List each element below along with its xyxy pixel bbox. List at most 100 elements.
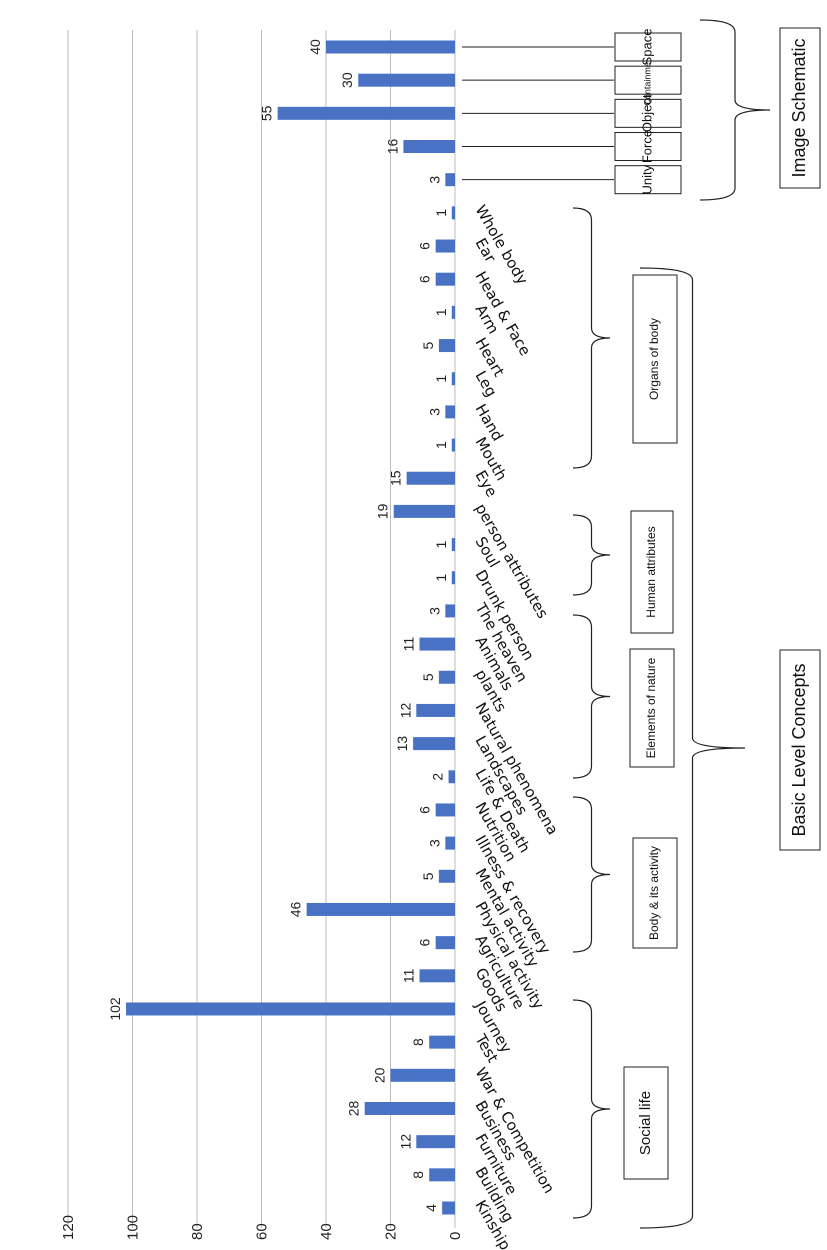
bar-6 bbox=[126, 1002, 456, 1016]
data-label-27: 1 bbox=[433, 308, 449, 316]
group-brace-0 bbox=[572, 999, 611, 1219]
group-4-label: Organs of body bbox=[647, 318, 661, 400]
group-2-box bbox=[629, 648, 675, 768]
bar-27 bbox=[451, 305, 455, 319]
group-1-box bbox=[632, 837, 678, 949]
bar-5 bbox=[429, 1035, 455, 1049]
data-label-30: 1 bbox=[433, 209, 449, 217]
data-labels: 4812282081021164653621312511311191513151… bbox=[107, 39, 449, 1212]
data-label-17: 11 bbox=[401, 637, 417, 652]
data-label-21: 19 bbox=[375, 503, 391, 519]
data-label-3: 28 bbox=[346, 1100, 362, 1116]
tick-label-0: 0 bbox=[447, 1232, 464, 1240]
group-brace-2 bbox=[572, 614, 611, 779]
bar-18 bbox=[445, 604, 455, 618]
bar-21 bbox=[393, 504, 455, 518]
bar-28 bbox=[435, 272, 455, 286]
bar-9 bbox=[306, 902, 455, 916]
schema-1-label: Force bbox=[639, 130, 654, 163]
schema-4-label: Space bbox=[639, 29, 654, 66]
bar-4 bbox=[390, 1068, 455, 1082]
super-group-image-schematic-label: Image Schematic bbox=[789, 38, 809, 177]
bar-20 bbox=[451, 538, 455, 552]
schema-2-label: Object bbox=[639, 94, 654, 132]
bar-24 bbox=[445, 405, 455, 419]
data-label-0: 4 bbox=[423, 1204, 439, 1212]
data-label-10: 5 bbox=[420, 872, 436, 880]
data-label-13: 2 bbox=[430, 773, 446, 781]
data-label-5: 8 bbox=[410, 1038, 426, 1046]
bar-8 bbox=[435, 936, 455, 950]
bar-7 bbox=[419, 969, 455, 983]
schema-0-box bbox=[614, 165, 682, 195]
data-label-22: 15 bbox=[388, 470, 404, 486]
group-brace-3 bbox=[572, 514, 611, 596]
data-label-2: 12 bbox=[397, 1134, 413, 1150]
bar-35 bbox=[326, 40, 455, 54]
data-label-8: 6 bbox=[417, 939, 433, 947]
bar-15 bbox=[416, 703, 455, 717]
schema-2-box bbox=[614, 98, 682, 128]
bar-23 bbox=[451, 438, 455, 452]
bar-16 bbox=[438, 670, 455, 684]
data-label-14: 13 bbox=[394, 736, 410, 752]
value-axis-ticks: 0 20 40 60 80 100 120 bbox=[60, 1215, 464, 1240]
data-label-19: 1 bbox=[433, 574, 449, 582]
bar-33 bbox=[277, 106, 455, 120]
group-0-label: Social life bbox=[637, 1091, 654, 1155]
group-brace-1 bbox=[572, 796, 611, 953]
tick-label-120: 120 bbox=[60, 1215, 77, 1240]
group-2-label: Elements of nature bbox=[644, 657, 658, 758]
data-label-16: 5 bbox=[420, 673, 436, 681]
gridlines bbox=[67, 30, 456, 1228]
data-label-24: 3 bbox=[426, 408, 442, 416]
tick-label-20: 20 bbox=[383, 1223, 400, 1240]
data-label-28: 6 bbox=[417, 275, 433, 283]
data-label-29: 6 bbox=[417, 242, 433, 250]
data-label-25: 1 bbox=[433, 375, 449, 383]
data-label-1: 8 bbox=[410, 1171, 426, 1179]
group-4-box bbox=[632, 274, 678, 444]
bars bbox=[126, 40, 456, 1215]
bar-29 bbox=[435, 239, 455, 253]
data-label-33: 55 bbox=[259, 105, 275, 121]
data-label-34: 30 bbox=[339, 72, 355, 88]
bar-30 bbox=[451, 206, 455, 220]
data-label-32: 16 bbox=[384, 139, 400, 155]
bar-17 bbox=[419, 637, 455, 651]
bar-2 bbox=[416, 1135, 455, 1149]
group-1-label: Body & its activity bbox=[647, 846, 661, 940]
super-group-basic-label: Basic Level Concepts bbox=[789, 663, 809, 836]
super-brace-basic bbox=[639, 267, 746, 1229]
data-label-23: 1 bbox=[433, 441, 449, 449]
data-label-18: 3 bbox=[426, 607, 442, 615]
group-annotations: Social life Body & its activity Elements o… bbox=[462, 19, 821, 1229]
bar-3 bbox=[364, 1101, 455, 1115]
data-label-26: 5 bbox=[420, 341, 436, 349]
schema-0-label: Unity bbox=[639, 164, 654, 194]
data-label-20: 1 bbox=[433, 540, 449, 548]
bar-0 bbox=[442, 1201, 455, 1215]
schema-3-box bbox=[614, 65, 682, 95]
group-3-box bbox=[630, 510, 674, 634]
schema-3-label: Containment bbox=[642, 54, 652, 106]
bar-31 bbox=[445, 173, 455, 187]
super-group-image-schematic-box bbox=[779, 27, 821, 189]
bar-11 bbox=[445, 836, 455, 850]
category-labels: Kinship termBuildingFurnitureBusinessWar… bbox=[471, 202, 562, 1250]
bar-14 bbox=[413, 737, 455, 751]
tick-label-100: 100 bbox=[125, 1215, 142, 1240]
data-label-9: 46 bbox=[288, 901, 304, 917]
group-brace-4 bbox=[572, 207, 611, 469]
group-0-box bbox=[623, 1066, 669, 1180]
data-label-7: 11 bbox=[401, 968, 417, 983]
tick-label-40: 40 bbox=[318, 1223, 335, 1240]
data-label-6: 102 bbox=[107, 997, 123, 1021]
super-brace-image-schematic bbox=[699, 19, 771, 201]
data-label-11: 3 bbox=[426, 839, 442, 847]
schema-4-box bbox=[614, 32, 682, 62]
bar-22 bbox=[406, 471, 455, 485]
data-label-12: 6 bbox=[417, 806, 433, 814]
data-label-35: 40 bbox=[307, 39, 323, 55]
bar-34 bbox=[358, 73, 455, 87]
